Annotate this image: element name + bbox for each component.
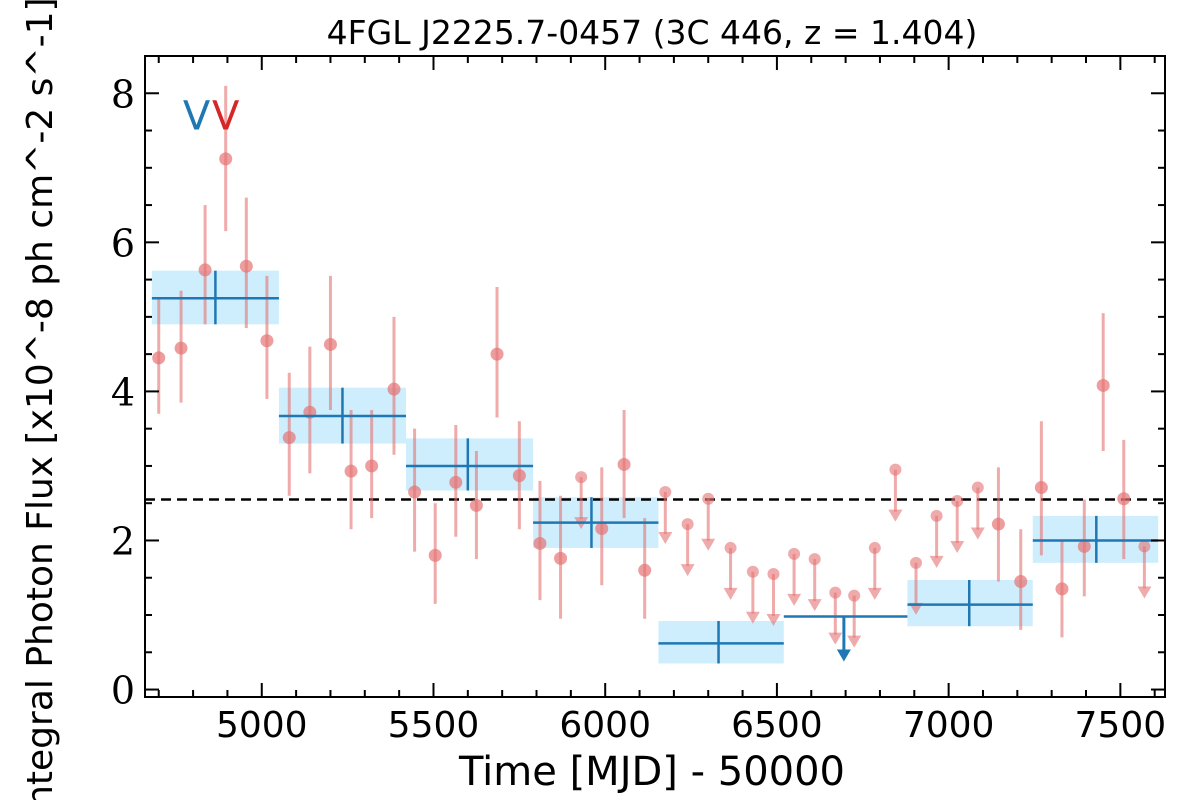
x-tick-label: 6500 <box>731 705 823 746</box>
short-bin-point <box>724 541 737 554</box>
short-bin-point <box>554 551 568 565</box>
x-axis-label: Time [MJD] - 50000 <box>458 749 845 795</box>
short-bin-point <box>365 459 379 473</box>
short-bin-point <box>239 259 253 273</box>
long-bin-band <box>406 438 534 491</box>
short-bin-point <box>788 547 801 560</box>
short-bin-point <box>469 498 483 512</box>
short-bin-point <box>449 475 463 489</box>
short-bin-arrowhead <box>847 635 862 648</box>
x-tick-label: 7000 <box>903 705 995 746</box>
short-bin-point <box>1014 574 1028 588</box>
short-bin-arrowhead <box>701 538 716 551</box>
short-bin-arrowhead <box>766 614 781 627</box>
x-tick-label: 6000 <box>559 705 651 746</box>
short-bin-point <box>1055 582 1069 596</box>
short-bin-point <box>848 589 861 602</box>
short-bin-arrowhead <box>828 632 843 645</box>
short-bin-arrowhead <box>909 602 924 615</box>
annotation-v-1: V <box>183 94 211 140</box>
short-bin-arrowhead <box>888 509 903 522</box>
short-bin-point <box>868 541 881 554</box>
short-bin-point <box>408 485 422 499</box>
short-bin-point <box>808 553 821 566</box>
short-bin-arrowhead <box>1137 586 1152 599</box>
short-bin-point <box>428 548 442 562</box>
short-bin-point <box>951 494 964 507</box>
short-bin-arrowhead <box>950 540 965 553</box>
short-bin-point <box>575 471 588 484</box>
short-bin-point <box>681 518 694 531</box>
short-bin-point <box>767 568 780 581</box>
short-bin-point <box>282 431 296 445</box>
y-axis-label: Integral Photon Flux [x10^-8 ph cm^-2 s^… <box>20 0 61 800</box>
y-tick-label: 8 <box>111 72 135 116</box>
short-bin-arrowhead <box>787 593 802 606</box>
annotation-v-2: V <box>212 94 240 140</box>
short-bin-point <box>533 536 547 550</box>
y-tick-label: 6 <box>111 221 135 265</box>
short-bin-arrowhead <box>807 599 822 612</box>
x-tick-label: 5500 <box>388 705 480 746</box>
short-bin-arrowhead <box>929 555 944 568</box>
short-bin-arrowhead <box>723 587 738 600</box>
x-tick-label: 7500 <box>1075 705 1167 746</box>
short-bin-point <box>659 486 672 499</box>
short-bin-arrowhead <box>745 611 760 624</box>
short-bin-point <box>595 522 609 536</box>
y-tick-label: 2 <box>111 519 135 563</box>
short-bin-point <box>387 382 401 396</box>
short-bin-point <box>490 347 504 361</box>
short-bin-point <box>889 463 902 476</box>
axes-frame <box>144 55 1166 698</box>
short-bin-point <box>198 263 212 277</box>
y-tick-label: 0 <box>111 669 135 713</box>
short-bin-arrowhead <box>867 587 882 600</box>
short-bin-point <box>512 469 526 483</box>
short-bin-point <box>260 334 274 348</box>
short-bin-point <box>1117 492 1131 506</box>
plot-frame <box>144 55 1166 698</box>
long-bin-arrowhead <box>836 649 851 662</box>
short-bin-point <box>1096 378 1110 392</box>
short-bin-point <box>344 464 358 478</box>
short-bin-point <box>219 152 233 166</box>
short-bin-point <box>638 563 652 577</box>
short-bin-point <box>1138 540 1151 553</box>
short-bin-arrowhead <box>658 532 673 545</box>
short-bin-point <box>702 492 715 505</box>
short-bin-point <box>323 337 337 351</box>
short-bin-point <box>971 481 984 494</box>
short-bin-point <box>152 351 166 365</box>
short-bin-point <box>617 457 631 471</box>
chart-title: 4FGL J2225.7-0457 (3C 446, z = 1.404) <box>327 13 978 52</box>
short-bin-point <box>930 509 943 522</box>
x-tick-label: 5000 <box>216 705 308 746</box>
short-bin-arrowhead <box>970 527 985 540</box>
short-bin-point <box>829 586 842 599</box>
y-tick-label: 4 <box>111 370 135 414</box>
axis-ticks: 5000 5500 6000 6500 7000 7500 0 2 4 6 8 <box>111 56 1166 746</box>
short-bin-point <box>910 556 923 569</box>
short-bin-arrowhead <box>680 564 695 577</box>
short-bin-point <box>174 341 188 355</box>
short-bin-point <box>991 517 1005 531</box>
short-bin-point <box>1034 481 1048 495</box>
short-bin-point <box>1077 539 1091 553</box>
short-bin-point <box>746 565 759 578</box>
